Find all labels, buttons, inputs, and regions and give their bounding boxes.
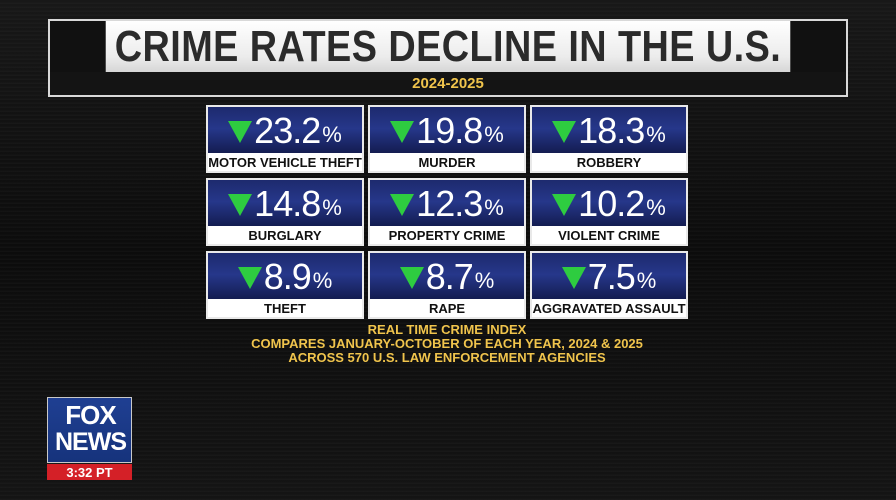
down-triangle-icon bbox=[237, 267, 262, 289]
stat-label: THEFT bbox=[208, 299, 362, 317]
stat-label: MURDER bbox=[370, 153, 524, 171]
headline-banner: CRIME RATES DECLINE IN THE U.S. 2024-202… bbox=[48, 19, 848, 97]
logo-news-text: NEWS bbox=[55, 428, 127, 456]
stat-unit: % bbox=[322, 195, 342, 220]
fox-news-logo-icon: FOX NEWS bbox=[47, 397, 132, 463]
headline-title: CRIME RATES DECLINE IN THE U.S. bbox=[105, 21, 791, 72]
down-triangle-icon bbox=[390, 194, 415, 216]
stat-unit: % bbox=[474, 268, 495, 293]
stat-value: 10.2 bbox=[578, 183, 645, 224]
headline-subtitle: 2024-2025 bbox=[50, 72, 846, 95]
stat-unit: % bbox=[312, 268, 333, 293]
stat-value: 19.8 bbox=[416, 110, 483, 151]
stat-tile: 12.3 % PROPERTY CRIME bbox=[368, 178, 526, 246]
broadcast-time: 3:32 PT bbox=[47, 464, 132, 480]
stat-unit: % bbox=[646, 195, 666, 220]
stat-value: 8.9 bbox=[263, 256, 312, 297]
stat-tile: 19.8 % MURDER bbox=[368, 105, 526, 173]
stat-unit: % bbox=[646, 122, 666, 147]
network-logo: FOX NEWS 3:32 PT bbox=[47, 397, 132, 481]
stat-value: 8.7 bbox=[425, 256, 474, 297]
down-triangle-icon bbox=[552, 194, 577, 216]
stat-unit: % bbox=[484, 122, 504, 147]
stat-tile: 23.2 % MOTOR VEHICLE THEFT bbox=[206, 105, 364, 173]
stat-label: BURGLARY bbox=[208, 226, 362, 244]
stat-tile: 7.5 % AGGRAVATED ASSAULT bbox=[530, 251, 688, 319]
stat-tile: 8.7 % RAPE bbox=[368, 251, 526, 319]
footnote-line-1: REAL TIME CRIME INDEX bbox=[367, 322, 527, 337]
stat-tile: 14.8 % BURGLARY bbox=[206, 178, 364, 246]
stat-label: MOTOR VEHICLE THEFT bbox=[208, 153, 362, 171]
down-triangle-icon bbox=[561, 267, 586, 289]
stat-label: ROBBERY bbox=[532, 153, 686, 171]
logo-fox-text: FOX bbox=[65, 400, 116, 430]
stat-tile: 18.3 % ROBBERY bbox=[530, 105, 688, 173]
stat-value: 18.3 bbox=[578, 110, 645, 151]
down-triangle-icon bbox=[552, 121, 577, 143]
down-triangle-icon bbox=[399, 267, 424, 289]
stat-unit: % bbox=[636, 268, 657, 293]
stat-unit: % bbox=[484, 195, 504, 220]
stat-unit: % bbox=[322, 122, 342, 147]
stat-tile: 8.9 % THEFT bbox=[206, 251, 364, 319]
crime-stat-grid: 23.2 % MOTOR VEHICLE THEFT 19.8 % MURDER… bbox=[206, 105, 690, 321]
down-triangle-icon bbox=[228, 121, 253, 143]
stat-label: AGGRAVATED ASSAULT bbox=[532, 299, 686, 317]
down-triangle-icon bbox=[228, 194, 253, 216]
stat-label: VIOLENT CRIME bbox=[532, 226, 686, 244]
down-triangle-icon bbox=[390, 121, 415, 143]
source-footnote: REAL TIME CRIME INDEX COMPARES JANUARY-O… bbox=[180, 323, 714, 365]
stat-label: PROPERTY CRIME bbox=[370, 226, 524, 244]
stat-value: 23.2 bbox=[254, 110, 321, 151]
stat-value: 12.3 bbox=[416, 183, 483, 224]
stat-label: RAPE bbox=[370, 299, 524, 317]
stat-value: 7.5 bbox=[587, 256, 636, 297]
stat-tile: 10.2 % VIOLENT CRIME bbox=[530, 178, 688, 246]
stat-value: 14.8 bbox=[254, 183, 321, 224]
footnote-line-2: COMPARES JANUARY-OCTOBER OF EACH YEAR, 2… bbox=[251, 336, 643, 351]
footnote-line-3: ACROSS 570 U.S. LAW ENFORCEMENT AGENCIES bbox=[288, 350, 606, 365]
